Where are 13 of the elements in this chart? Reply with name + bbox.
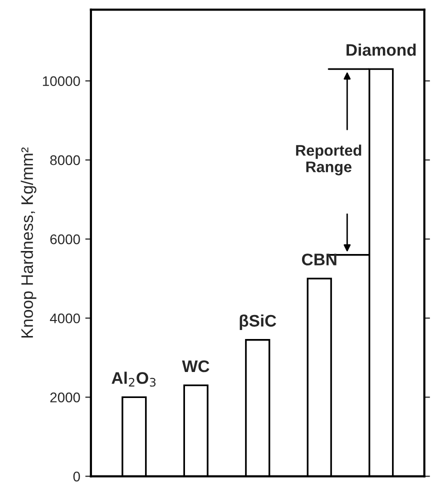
y-tick-label: 10000 xyxy=(42,76,80,86)
x-tick-label: Al$_{2}$O$_{3}$ xyxy=(112,372,156,387)
y-tick-label: 0 xyxy=(73,472,80,482)
y-tick-label: 8000 xyxy=(50,155,80,166)
x-tick-label: Diamond xyxy=(346,44,416,56)
y-tick-label: 6000 xyxy=(50,234,80,244)
y-tick-label: 4000 xyxy=(50,313,80,324)
x-tick-label: WC xyxy=(182,360,210,372)
y-axis-title: Knoop Hardness, Kg/mm² xyxy=(20,147,36,338)
x-tick-label: βSiC xyxy=(240,314,276,330)
y-tick-label: 2000 xyxy=(50,392,80,402)
annotation: Reported Range xyxy=(296,144,362,176)
x-tick-label: CBN xyxy=(302,254,336,266)
